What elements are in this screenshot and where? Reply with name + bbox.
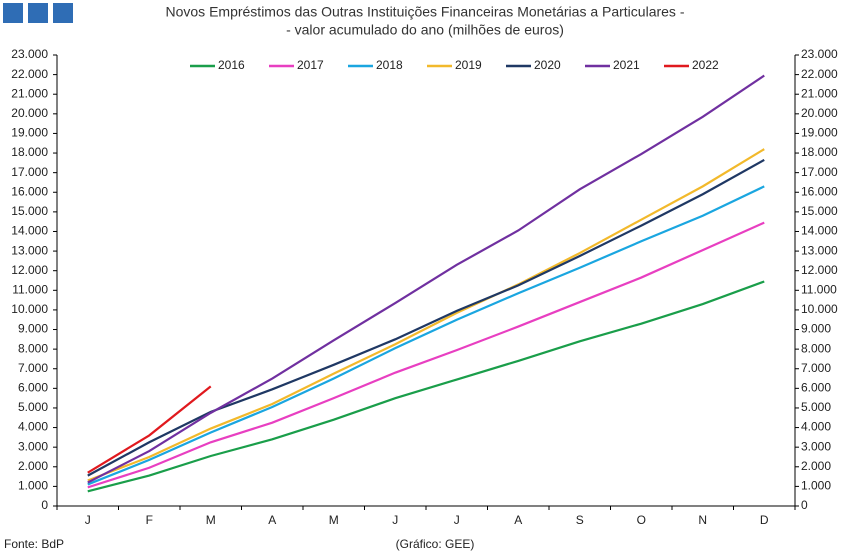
x-tick-label: J (85, 513, 91, 527)
legend-label: 2016 (218, 58, 245, 72)
x-tick-label: J (392, 513, 398, 527)
chart-subtitle: - valor acumulado do ano (milhões de eur… (286, 22, 564, 38)
series-line (87, 221, 765, 489)
y-tick-label: 15.000 (11, 204, 48, 218)
x-tick-label: A (514, 513, 522, 527)
x-tick-label: A (268, 513, 276, 527)
y2-tick-label: 17.000 (801, 165, 838, 179)
logo-square (3, 3, 23, 23)
y-tick-label: 17.000 (11, 165, 48, 179)
y2-tick-label: 9.000 (801, 322, 831, 336)
y-tick-label: 8.000 (18, 341, 48, 355)
y-tick-label: 9.000 (18, 322, 48, 336)
y2-tick-label: 14.000 (801, 224, 838, 238)
y-tick-label: 11.000 (12, 282, 48, 296)
y2-tick-label: 6.000 (801, 381, 831, 395)
y2-tick-label: 13.000 (801, 243, 838, 257)
y2-tick-label: 22.000 (801, 67, 838, 81)
legend-label: 2021 (613, 58, 640, 72)
y-tick-label: 13.000 (11, 243, 48, 257)
x-tick-label: J (454, 513, 460, 527)
y-tick-label: 21.000 (11, 86, 48, 100)
y-tick-label: 19.000 (11, 126, 48, 140)
y2-tick-label: 8.000 (801, 341, 831, 355)
x-tick-label: M (329, 513, 339, 527)
y2-tick-label: 7.000 (801, 361, 831, 375)
series-line (87, 385, 212, 474)
y2-tick-label: 20.000 (801, 106, 838, 120)
series-line (87, 185, 765, 486)
y2-tick-label: 5.000 (801, 400, 831, 414)
legend-label: 2022 (692, 58, 719, 72)
y-tick-label: 20.000 (11, 106, 48, 120)
y2-tick-label: 2.000 (801, 459, 831, 473)
y-tick-label: 0 (41, 498, 48, 512)
legend-label: 2018 (376, 58, 403, 72)
y-tick-label: 7.000 (18, 361, 48, 375)
y-tick-label: 3.000 (18, 439, 48, 453)
y2-tick-label: 11.000 (801, 282, 837, 296)
y-tick-label: 23.000 (11, 47, 48, 61)
y2-tick-label: 21.000 (801, 86, 838, 100)
legend-label: 2017 (297, 58, 324, 72)
y-tick-label: 18.000 (11, 145, 48, 159)
y-tick-label: 12.000 (11, 263, 48, 277)
y2-tick-label: 12.000 (801, 263, 838, 277)
x-tick-label: M (206, 513, 216, 527)
logo-square (28, 3, 48, 23)
y-tick-label: 6.000 (18, 381, 48, 395)
y-tick-label: 22.000 (11, 67, 48, 81)
credit: (Gráfico: GEE) (396, 537, 475, 551)
legend-label: 2019 (455, 58, 482, 72)
series-line (87, 74, 765, 484)
x-tick-label: O (637, 513, 646, 527)
y2-tick-label: 23.000 (801, 47, 838, 61)
x-tick-label: N (698, 513, 707, 527)
y2-tick-label: 19.000 (801, 126, 838, 140)
source: Fonte: BdP (4, 537, 64, 551)
logo-square (53, 3, 73, 23)
series-line (87, 148, 765, 482)
y2-tick-label: 18.000 (801, 145, 838, 159)
y2-tick-label: 3.000 (801, 439, 831, 453)
y2-tick-label: 16.000 (801, 184, 838, 198)
x-tick-label: S (576, 513, 584, 527)
y-tick-label: 16.000 (11, 184, 48, 198)
legend-label: 2020 (534, 58, 561, 72)
y-tick-label: 5.000 (18, 400, 48, 414)
series-line (87, 280, 765, 493)
x-tick-label: D (760, 513, 769, 527)
x-tick-label: F (146, 513, 153, 527)
y2-tick-label: 0 (801, 498, 808, 512)
series-line (87, 158, 765, 477)
y2-tick-label: 15.000 (801, 204, 838, 218)
y-tick-label: 2.000 (18, 459, 48, 473)
y-tick-label: 4.000 (18, 420, 48, 434)
y2-tick-label: 4.000 (801, 420, 831, 434)
chart-title: Novos Empréstimos das Outras Instituiçõe… (166, 4, 685, 20)
y-tick-label: 14.000 (11, 224, 48, 238)
y2-tick-label: 1.000 (801, 479, 831, 493)
y-tick-label: 10.000 (11, 302, 48, 316)
y2-tick-label: 10.000 (801, 302, 838, 316)
y-tick-label: 1.000 (18, 479, 48, 493)
